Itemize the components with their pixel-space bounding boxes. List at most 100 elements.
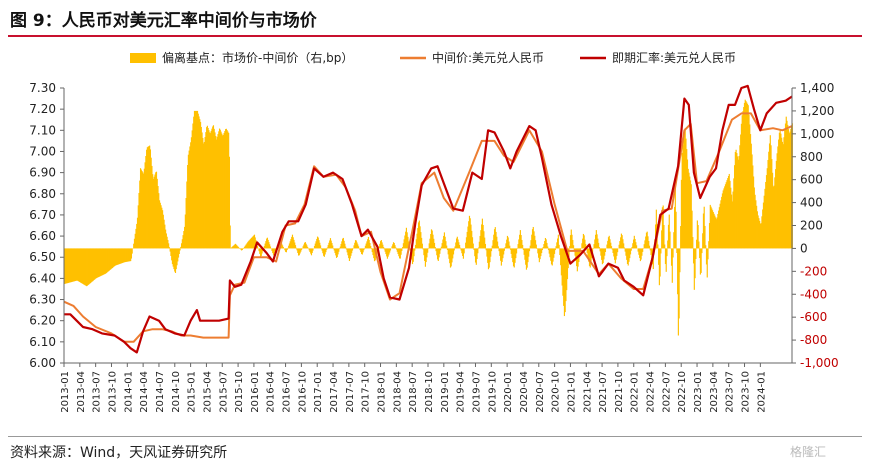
deviation-bar: [583, 235, 585, 249]
deviation-bar: [267, 239, 269, 249]
right-tick-label: -800: [800, 333, 827, 347]
deviation-bar: [395, 248, 398, 250]
deviation-bar: [120, 248, 122, 264]
deviation-bar: [486, 248, 488, 257]
deviation-bar: [345, 248, 347, 250]
deviation-bar: [698, 241, 700, 249]
deviation-bar: [367, 239, 369, 249]
deviation-bar: [446, 248, 449, 250]
deviation-bar: [225, 128, 227, 249]
deviation-bar: [222, 135, 224, 249]
deviation-bar: [220, 131, 222, 249]
deviation-bar: [190, 142, 192, 249]
x-tick-label: 2021-01: [566, 371, 577, 413]
deviation-bar: [367, 236, 370, 249]
x-tick-label: 2018-01: [377, 371, 388, 413]
deviation-bar: [590, 248, 592, 263]
deviation-bar: [212, 125, 215, 249]
deviation-bar: [674, 181, 676, 249]
deviation-bar: [762, 209, 764, 249]
deviation-bar: [777, 146, 779, 249]
deviation-bar: [607, 237, 610, 249]
deviation-bar: [310, 248, 312, 254]
deviation-bar: [422, 248, 424, 250]
deviation-bar: [482, 224, 484, 249]
deviation-bar: [333, 248, 335, 251]
deviation-bar: [648, 245, 651, 249]
deviation-bar: [350, 248, 352, 256]
deviation-bar: [97, 248, 99, 278]
deviation-bar: [329, 240, 331, 249]
deviation-bar: [223, 132, 225, 249]
deviation-bar: [501, 248, 503, 262]
deviation-bar: [401, 248, 403, 251]
deviation-bar: [134, 233, 136, 249]
deviation-bar: [318, 240, 320, 249]
deviation-bar: [522, 244, 524, 249]
deviation-bar: [628, 248, 630, 262]
deviation-bar: [555, 246, 557, 249]
deviation-bar: [105, 248, 107, 274]
deviation-bar: [756, 211, 758, 249]
deviation-bar: [663, 225, 665, 249]
deviation-bar: [767, 159, 769, 249]
deviation-bar: [403, 239, 405, 249]
deviation-bar: [321, 248, 323, 251]
deviation-bar: [779, 129, 781, 249]
deviation-bar: [518, 239, 520, 249]
x-tick-label: 2013-07: [92, 371, 103, 413]
deviation-bar: [667, 240, 669, 249]
deviation-bar: [689, 176, 691, 249]
deviation-bar: [571, 234, 573, 249]
deviation-bar: [113, 248, 115, 267]
deviation-bar: [473, 248, 475, 250]
deviation-bar: [525, 248, 527, 265]
deviation-bar: [246, 243, 248, 249]
deviation-bar: [542, 247, 544, 249]
x-tick-label: 2021-07: [598, 371, 609, 413]
deviation-bar: [143, 168, 145, 249]
deviation-bar: [688, 172, 690, 249]
deviation-bar: [544, 240, 546, 249]
deviation-bar: [88, 248, 90, 285]
deviation-bar: [457, 239, 459, 249]
deviation-bar: [679, 248, 681, 273]
deviation-bar: [728, 173, 730, 249]
deviation-bar: [625, 248, 627, 256]
deviation-bar: [726, 180, 728, 249]
deviation-bar: [657, 244, 659, 249]
deviation-bar: [478, 241, 480, 249]
deviation-bar: [550, 248, 553, 265]
deviation-bar: [253, 234, 256, 249]
left-tick-label: 7.20: [29, 102, 56, 116]
deviation-bar: [428, 243, 430, 249]
deviation-bar: [761, 216, 763, 249]
deviation-bar: [491, 245, 493, 249]
deviation-bar: [776, 153, 778, 249]
deviation-bar: [397, 248, 399, 255]
deviation-bar: [564, 248, 566, 313]
deviation-bar: [527, 248, 529, 263]
deviation-bar: [474, 248, 477, 263]
deviation-bar: [349, 248, 351, 259]
x-tick-label: 2020-07: [535, 371, 546, 413]
deviation-bar: [152, 178, 155, 249]
deviation-bar: [98, 248, 101, 277]
deviation-bar: [626, 248, 628, 260]
spot-rate-line: [64, 84, 793, 354]
right-tick-label: 1,000: [800, 127, 834, 141]
deviation-bar: [319, 242, 321, 249]
deviation-bar: [354, 240, 357, 249]
deviation-bar: [727, 178, 729, 249]
deviation-bar: [331, 243, 333, 249]
deviation-bar: [247, 242, 249, 249]
deviation-bar: [342, 238, 344, 249]
deviation-bar: [711, 210, 714, 249]
deviation-bar: [89, 248, 91, 284]
deviation-bar: [227, 131, 229, 249]
deviation-bar: [778, 139, 780, 249]
deviation-bar: [393, 243, 395, 249]
deviation-bar: [558, 244, 560, 249]
deviation-bar: [206, 127, 208, 249]
x-tick-label: 2022-01: [630, 371, 641, 413]
